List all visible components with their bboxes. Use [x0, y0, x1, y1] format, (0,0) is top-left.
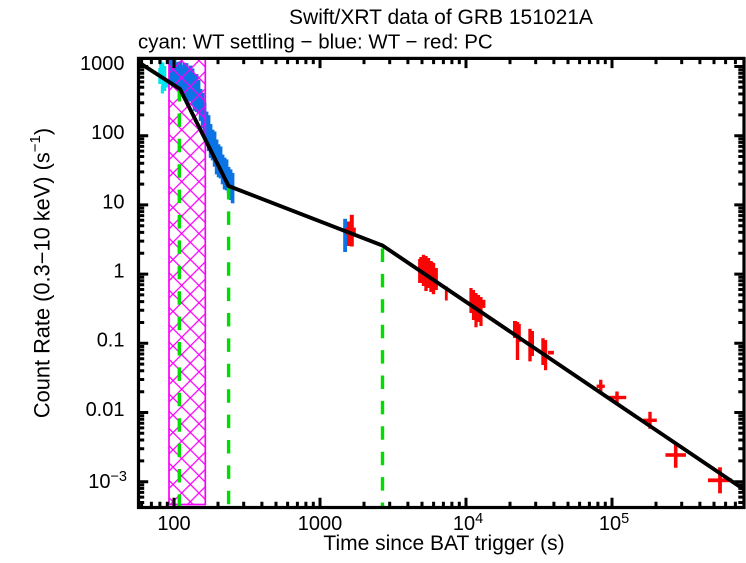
svg-text:1: 1 [113, 261, 124, 283]
svg-text:1000: 1000 [298, 513, 343, 535]
svg-text:0.01: 0.01 [86, 399, 125, 421]
svg-text:Swift/XRT data of GRB 151021A: Swift/XRT data of GRB 151021A [289, 6, 593, 29]
svg-text:Count Rate (0.3−10 keV) (s−1): Count Rate (0.3−10 keV) (s−1) [27, 128, 55, 418]
svg-text:Time since BAT trigger (s): Time since BAT trigger (s) [323, 532, 564, 555]
svg-text:100: 100 [157, 513, 190, 535]
svg-text:10: 10 [102, 191, 124, 213]
svg-text:100: 100 [91, 122, 124, 144]
svg-text:1000: 1000 [80, 53, 125, 75]
svg-text:0.1: 0.1 [97, 330, 125, 352]
svg-text:cyan: WT settling − blue: WT −: cyan: WT settling − blue: WT − red: PC [138, 31, 493, 54]
